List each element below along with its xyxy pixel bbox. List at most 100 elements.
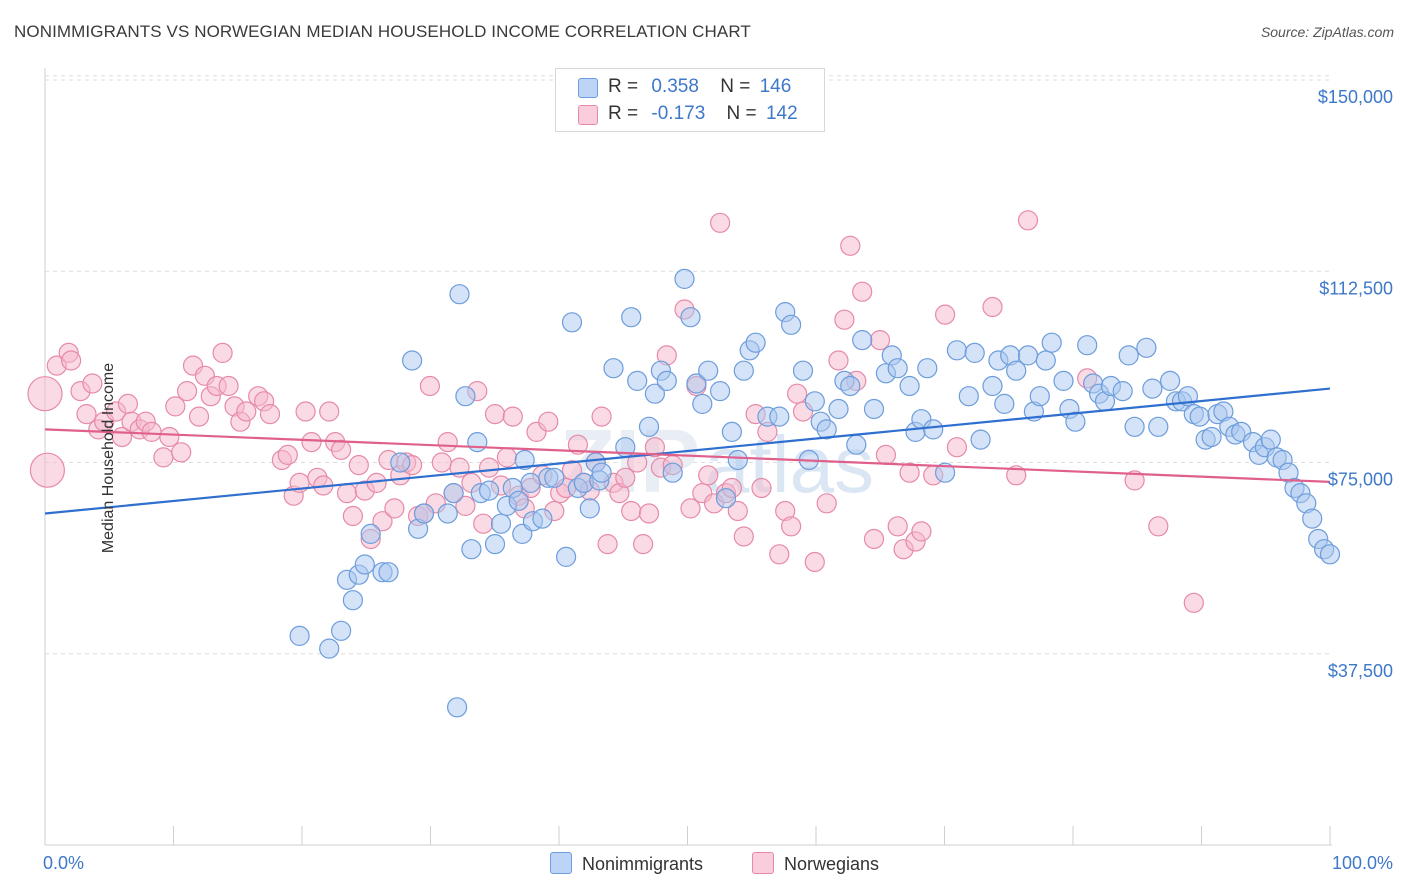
data-point-nonimmigrants <box>402 350 423 371</box>
data-point-nonimmigrants <box>520 472 541 493</box>
data-point-nonimmigrants <box>745 332 766 353</box>
data-point-norwegians <box>431 452 452 473</box>
data-point-nonimmigrants <box>644 383 666 404</box>
data-point-norwegians <box>644 437 666 458</box>
data-point-norwegians <box>29 452 66 488</box>
data-point-nonimmigrants <box>342 590 363 611</box>
data-point-nonimmigrants <box>852 330 873 351</box>
blue-swatch-icon <box>578 78 598 98</box>
data-point-nonimmigrants <box>715 488 737 509</box>
y-axis-label: Median Household Income <box>100 362 118 554</box>
data-point-nonimmigrants <box>561 312 583 333</box>
data-point-norwegians <box>496 447 517 468</box>
data-point-nonimmigrants <box>1136 337 1157 358</box>
data-point-nonimmigrants <box>1159 370 1181 391</box>
data-point-norwegians <box>1148 516 1169 537</box>
data-point-nonimmigrants <box>692 393 713 414</box>
data-point-nonimmigrants <box>354 554 375 575</box>
data-point-nonimmigrants <box>532 508 553 529</box>
data-point-norwegians <box>348 455 369 476</box>
data-point-nonimmigrants <box>621 307 642 328</box>
data-point-norwegians <box>455 495 476 516</box>
data-point-nonimmigrants <box>1142 378 1163 399</box>
data-point-nonimmigrants <box>899 375 920 397</box>
r-value: -0.173 <box>651 103 706 124</box>
data-point-norwegians <box>82 373 103 394</box>
data-point-norwegians <box>982 296 1003 318</box>
data-point-nonimmigrants <box>792 360 814 381</box>
data-point-norwegians <box>621 500 642 522</box>
data-point-norwegians <box>259 404 281 425</box>
data-point-norwegians <box>769 544 790 565</box>
data-point-norwegians <box>875 444 897 465</box>
data-point-norwegians <box>473 513 494 534</box>
legend-label: Norwegians <box>784 854 880 874</box>
trend-line-nonimmigrants <box>44 387 1331 515</box>
data-point-nonimmigrants <box>627 370 648 391</box>
data-point-nonimmigrants <box>638 416 660 437</box>
data-point-nonimmigrants <box>579 498 600 519</box>
data-point-norwegians <box>834 309 855 330</box>
data-point-nonimmigrants <box>840 375 861 397</box>
data-point-norwegians <box>816 493 837 514</box>
data-point-nonimmigrants <box>1077 335 1098 356</box>
data-point-nonimmigrants <box>674 268 695 289</box>
data-point-nonimmigrants <box>1118 345 1139 366</box>
n-value: 146 <box>759 76 792 97</box>
data-point-norwegians <box>60 350 82 371</box>
data-point-nonimmigrants <box>1035 350 1056 371</box>
data-point-nonimmigrants <box>508 490 529 511</box>
data-point-nonimmigrants <box>1302 508 1323 529</box>
data-point-nonimmigrants <box>994 393 1015 414</box>
data-point-norwegians <box>331 439 352 460</box>
data-point-nonimmigrants <box>484 533 506 555</box>
data-point-nonimmigrants <box>1148 416 1169 437</box>
legend-label: Nonimmigrants <box>582 854 704 874</box>
pink-swatch-icon <box>752 852 774 874</box>
data-point-nonimmigrants <box>1006 360 1027 381</box>
n-label: N = <box>726 103 757 124</box>
data-point-nonimmigrants <box>828 398 849 420</box>
data-point-nonimmigrants <box>443 483 464 504</box>
data-point-norwegians <box>1124 470 1145 491</box>
data-point-nonimmigrants <box>289 625 310 647</box>
grid-layer: ZIPatlas <box>45 75 1330 655</box>
data-point-nonimmigrants <box>319 638 340 659</box>
trend-layer <box>44 387 1331 515</box>
data-point-nonimmigrants <box>1260 429 1281 450</box>
data-point-norwegians <box>277 444 298 465</box>
data-point-nonimmigrants <box>680 307 701 328</box>
blue-swatch-icon <box>550 852 572 874</box>
data-point-norwegians <box>212 342 233 363</box>
data-point-nonimmigrants <box>964 342 985 363</box>
data-point-norwegians <box>733 526 754 547</box>
data-point-nonimmigrants <box>780 314 802 335</box>
data-point-nonimmigrants <box>656 370 677 391</box>
data-point-norwegians <box>384 498 405 519</box>
r-label: R = <box>608 103 639 124</box>
data-point-norwegians <box>76 404 97 425</box>
data-point-norwegians <box>899 462 920 483</box>
data-point-norwegians <box>538 411 559 432</box>
data-point-norwegians <box>188 406 210 427</box>
x-tick-label-max: 100.0% <box>1332 853 1393 873</box>
data-point-norwegians <box>911 521 932 542</box>
data-point-norwegians <box>218 375 239 397</box>
data-point-nonimmigrants <box>662 462 683 483</box>
bottom-legend-norwegians: Norwegians <box>752 852 879 876</box>
data-point-norwegians <box>751 477 772 499</box>
data-point-nonimmigrants <box>946 340 968 361</box>
data-point-nonimmigrants <box>816 419 837 440</box>
data-point-norwegians <box>828 350 849 371</box>
data-point-nonimmigrants <box>863 398 885 420</box>
data-point-norwegians <box>597 533 618 555</box>
data-point-norwegians <box>1006 465 1027 486</box>
data-point-nonimmigrants <box>769 406 790 427</box>
data-point-nonimmigrants <box>982 375 1003 397</box>
data-point-nonimmigrants <box>917 358 938 379</box>
r-label: R = <box>608 76 639 97</box>
data-point-nonimmigrants <box>1112 381 1133 402</box>
data-point-norwegians <box>372 511 393 532</box>
stats-legend: R = 0.358 N = 146 R = -0.173 N = 142 <box>555 68 825 132</box>
